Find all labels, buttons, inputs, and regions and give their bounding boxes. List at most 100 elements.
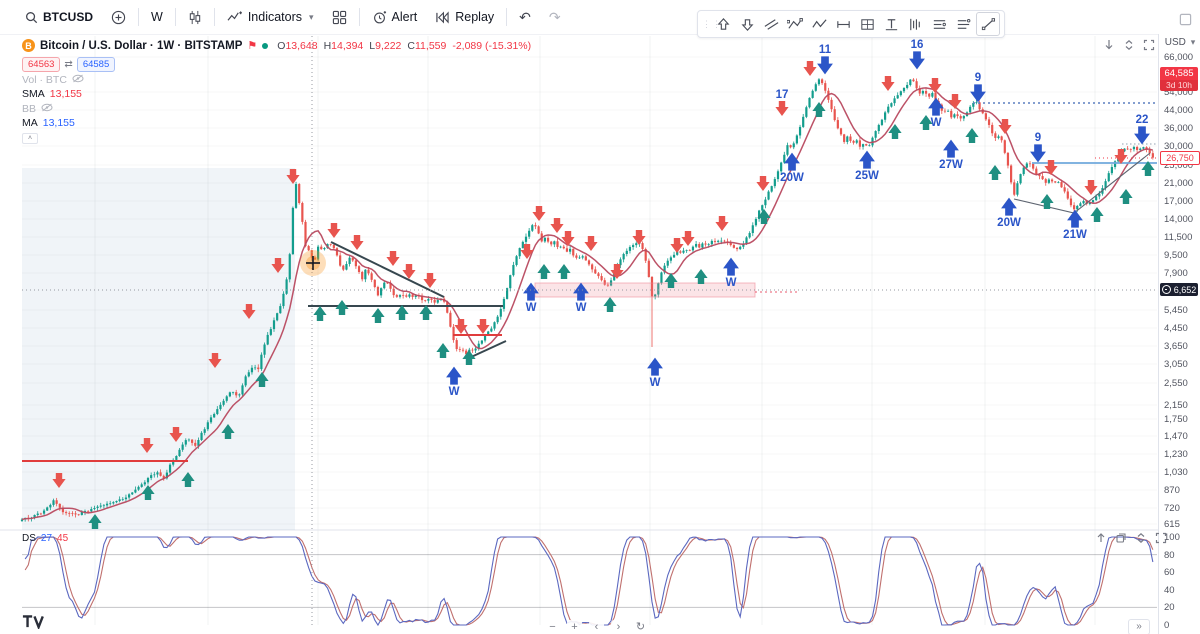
short-position-tool[interactable]: [952, 13, 974, 35]
collapse-pane-icon[interactable]: [1122, 38, 1136, 52]
horizontal-segment-tool[interactable]: [832, 13, 854, 35]
collapse-pane-icon[interactable]: [1134, 531, 1148, 545]
sell-arrow: [550, 218, 564, 233]
swap-icon[interactable]: ⇄: [64, 59, 73, 70]
indicators-button[interactable]: Indicators ▾: [218, 5, 323, 29]
volume-profile-tool[interactable]: [904, 13, 926, 35]
scale-reset-icon[interactable]: [1102, 38, 1116, 52]
clock-icon: [1161, 285, 1171, 294]
price-axis[interactable]: USD ▾ 64,585 3d 10h 26,750 6,652 66,000 5…: [1158, 34, 1200, 634]
indicators-label: Indicators: [247, 10, 303, 24]
tradingview-logo[interactable]: [22, 615, 46, 634]
sell-arrow: [715, 216, 729, 231]
sell-arrow: [1084, 180, 1098, 195]
stoch-indicator-legend[interactable]: DS 27 45: [22, 533, 68, 544]
change-value: -2,089 (-15.31%): [452, 39, 532, 52]
bottom-navigation: − + ‹ › ↻: [545, 620, 648, 634]
zoom-in-button[interactable]: +: [567, 620, 582, 634]
sell-arrow: [1114, 149, 1128, 164]
chart-style-button[interactable]: [179, 5, 211, 29]
interval-button[interactable]: W: [142, 5, 172, 29]
compare-add-button[interactable]: [102, 5, 135, 29]
polyline-path-tool[interactable]: [784, 13, 806, 35]
alert-button[interactable]: Alert: [363, 5, 427, 29]
sell-arrow: [670, 238, 684, 253]
symbol-row[interactable]: B Bitcoin / U.S. Dollar · 1W · BITSTAMP …: [22, 38, 531, 53]
flag-icon[interactable]: ⚑: [247, 40, 258, 52]
sma-line: [21, 87, 1154, 521]
eye-off-icon[interactable]: [72, 74, 84, 86]
zigzag-tool[interactable]: [808, 13, 830, 35]
signal-label: W: [526, 302, 537, 314]
indicator-row-bb[interactable]: BB: [22, 102, 531, 116]
buy-arrow: [371, 308, 385, 323]
arrow-up-tool[interactable]: [712, 13, 734, 35]
maximize-pane-icon[interactable]: [1154, 531, 1168, 545]
buy-arrow: [537, 264, 551, 279]
duplicate-pane-icon[interactable]: [1114, 531, 1128, 545]
buy-arrow: [88, 514, 102, 529]
indicator-row-sma[interactable]: SMA 13,155: [22, 88, 82, 101]
price-axis-label: 615: [1164, 519, 1180, 530]
buy-arrow: [664, 273, 678, 288]
range-badge-left[interactable]: 64563: [22, 57, 61, 72]
sell-arrow: [286, 169, 300, 184]
price-axis-label: 30,000: [1164, 141, 1194, 152]
go-to-realtime-button[interactable]: »: [1128, 619, 1150, 634]
price-axis-label: 11,500: [1164, 232, 1193, 243]
anchored-text-tool[interactable]: [880, 13, 902, 35]
toolbar-separator: [138, 8, 139, 26]
arrow-down-tool[interactable]: [736, 13, 758, 35]
candlestick-series[interactable]: [20, 78, 1154, 522]
sell-arrow: [756, 176, 770, 191]
price-axis-label: 36,000: [1164, 123, 1194, 134]
indicator-row-volume[interactable]: Vol · BTC: [22, 73, 531, 87]
blue-up-arrow: [784, 152, 800, 171]
buy-arrow: [603, 297, 617, 312]
symbol-search-button[interactable]: BTCUSD: [16, 5, 102, 29]
buy-arrow: [1119, 189, 1133, 204]
price-axis-label: 870: [1164, 485, 1180, 496]
blue-up-arrow: [928, 97, 944, 116]
zoom-out-button[interactable]: −: [545, 620, 560, 634]
gann-box-tool[interactable]: [856, 13, 878, 35]
legend-collapse-button[interactable]: ˄: [22, 133, 38, 144]
sell-arrow: [242, 304, 256, 319]
toolbar-separator: [174, 8, 176, 26]
redo-button[interactable]: ↷: [540, 5, 570, 29]
bar-range-row: 64563 ⇄ 64585: [22, 57, 531, 72]
last-price-badge: 26,750: [1160, 151, 1200, 165]
eye-off-icon[interactable]: [41, 103, 53, 115]
sell-arrow: [1044, 160, 1058, 175]
signal-label: 22: [1136, 114, 1149, 126]
currency-selector[interactable]: USD ▾: [1164, 37, 1196, 48]
indicator-row-ma[interactable]: MA 13,155: [22, 117, 75, 130]
drag-handle[interactable]: ⋮⋮: [702, 19, 722, 29]
signal-arrows: 17 11 16 9 9 22 20W 25W 27W W 20W 21W W W W W W: [52, 39, 1155, 529]
price-axis-label: 1,750: [1164, 414, 1188, 425]
price-axis-label: 66,000: [1164, 52, 1194, 63]
move-pane-up-icon[interactable]: [1094, 531, 1108, 545]
long-position-tool[interactable]: [928, 13, 950, 35]
sell-arrow: [928, 78, 942, 93]
trend-line-tool[interactable]: [976, 12, 1000, 36]
parallel-channel-tool[interactable]: [760, 13, 782, 35]
scroll-right-button[interactable]: ›: [611, 620, 626, 634]
range-badge-right[interactable]: 64585: [76, 57, 116, 72]
blue-up-arrow: [859, 150, 875, 169]
sell-arrow: [271, 258, 285, 273]
signal-label: W: [931, 117, 942, 129]
price-axis-label: 21,000: [1164, 178, 1194, 189]
maximize-pane-icon[interactable]: [1142, 38, 1156, 52]
undo-button[interactable]: ↶: [510, 5, 540, 29]
sell-arrow: [632, 230, 646, 245]
scroll-left-button[interactable]: ‹: [589, 620, 604, 634]
reset-chart-button[interactable]: ↻: [633, 620, 648, 634]
buy-arrow: [888, 124, 902, 139]
replay-button[interactable]: Replay: [426, 5, 503, 29]
countdown-price-badge: 64,585 3d 10h: [1160, 67, 1198, 91]
layout-grid-button[interactable]: [323, 5, 356, 29]
sell-arrow: [561, 231, 575, 246]
fullscreen-button[interactable]: [1179, 13, 1192, 31]
